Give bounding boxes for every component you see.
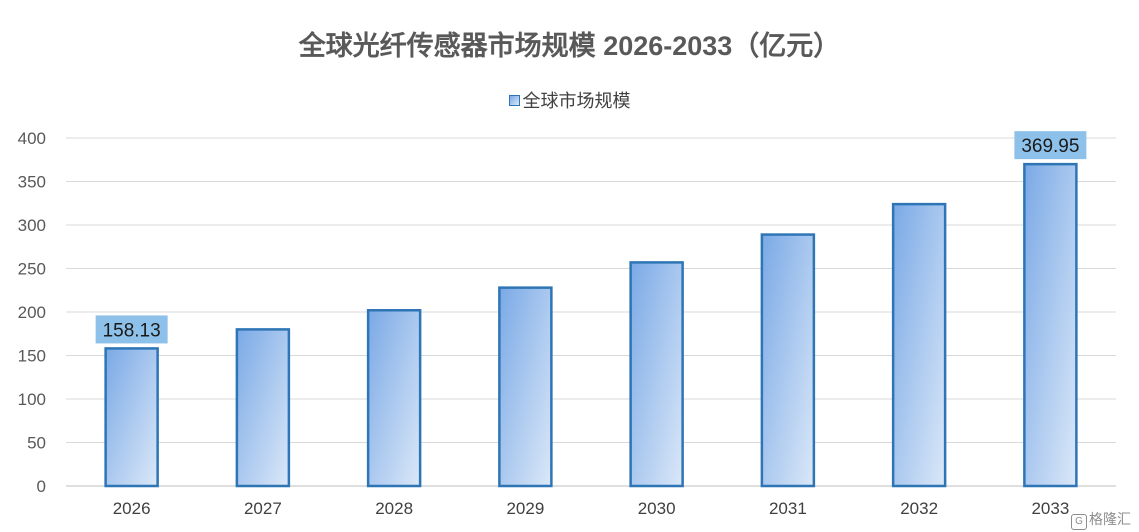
x-tick-label: 2032 (900, 499, 938, 518)
x-tick-label: 2026 (113, 499, 151, 518)
x-tick-label: 2029 (506, 499, 544, 518)
bar (629, 261, 684, 488)
y-tick-label: 250 (18, 260, 46, 279)
bar (366, 309, 422, 488)
bar (1023, 162, 1078, 488)
chart-title: 全球光纤传感器市场规模 2026-2033（亿元） (298, 31, 841, 61)
y-tick-label: 100 (18, 390, 46, 409)
x-tick-label: 2031 (769, 499, 807, 518)
data-label-box (95, 315, 168, 344)
watermark-text: 格隆汇 (1089, 511, 1131, 527)
data-label: 158.13 (103, 320, 161, 341)
data-label-box (1014, 131, 1087, 160)
legend: 全球市场规模 (0, 87, 1139, 113)
bar (498, 286, 553, 488)
x-tick-label: 2028 (375, 499, 413, 518)
bar (104, 347, 159, 488)
legend-swatch (508, 94, 520, 106)
logo-icon: G (1071, 514, 1087, 530)
watermark: G 格隆汇 (1071, 509, 1131, 530)
legend-label: 全球市场规模 (522, 91, 631, 111)
bar (891, 202, 947, 488)
data-label: 369.95 (1021, 136, 1079, 157)
y-tick-label: 350 (18, 173, 46, 192)
x-tick-label: 2033 (1031, 499, 1069, 518)
y-tick-label: 50 (27, 434, 46, 453)
y-tick-label: 400 (18, 129, 46, 148)
bar (760, 233, 816, 488)
x-tick-label: 2027 (244, 499, 282, 518)
x-tick-label: 2030 (638, 499, 676, 518)
bar (235, 328, 291, 488)
y-tick-label: 200 (18, 303, 46, 322)
y-tick-label: 300 (18, 216, 46, 235)
y-tick-label: 0 (37, 477, 46, 496)
y-tick-label: 150 (18, 347, 46, 366)
